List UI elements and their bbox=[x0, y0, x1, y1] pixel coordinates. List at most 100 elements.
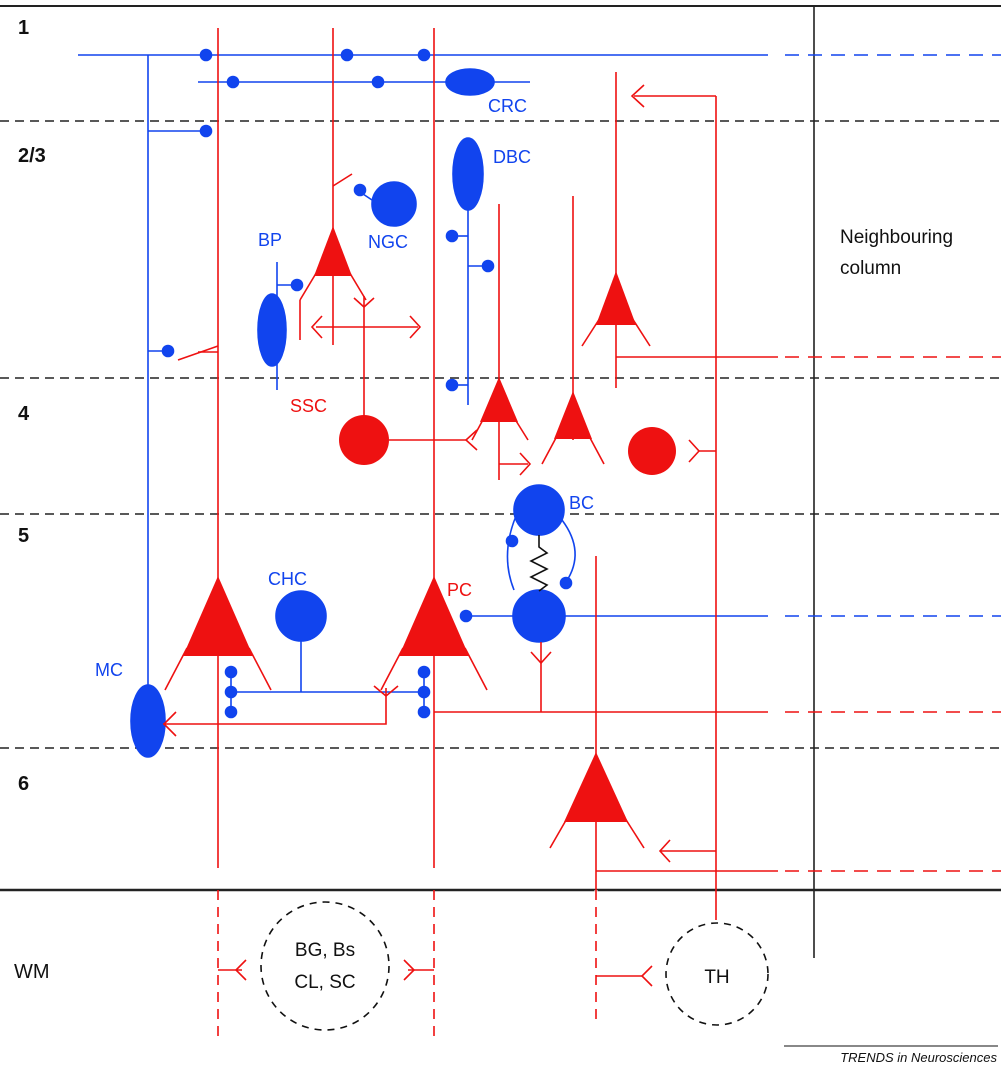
layer-label-wm: WM bbox=[14, 961, 50, 983]
pc-l23-tuft bbox=[332, 173, 353, 187]
bouton bbox=[481, 259, 495, 273]
spine bbox=[640, 965, 653, 987]
ngc-cell-body bbox=[371, 181, 417, 227]
bouton bbox=[161, 344, 175, 358]
layer-label-5: 5 bbox=[18, 525, 29, 547]
bouton bbox=[445, 378, 459, 392]
bouton bbox=[505, 534, 519, 548]
layer-label-4: 4 bbox=[18, 403, 30, 425]
ssc-cell-body bbox=[339, 415, 389, 465]
crc-cell-body bbox=[445, 68, 495, 96]
spine bbox=[630, 84, 645, 108]
bp-cell-body bbox=[257, 293, 287, 367]
l23-right-pc-soma bbox=[596, 271, 636, 325]
excitatory-network bbox=[162, 28, 1001, 1040]
bouton bbox=[224, 705, 238, 719]
l4-pc2-basal bbox=[588, 435, 605, 465]
bouton bbox=[224, 685, 238, 699]
pc-left-basal bbox=[248, 647, 272, 691]
bouton bbox=[417, 705, 431, 719]
bc-cell-body-upper bbox=[513, 484, 565, 536]
ngc-label: NGC bbox=[368, 232, 408, 252]
bouton bbox=[559, 576, 573, 590]
neighbouring-label-line2: column bbox=[840, 258, 901, 279]
l4-pc1-basal bbox=[471, 415, 486, 441]
gap-junction-spring bbox=[529, 535, 549, 592]
bouton bbox=[340, 48, 354, 62]
mc-cell-body bbox=[130, 684, 166, 758]
pc-right-basal bbox=[380, 647, 404, 691]
pc-l23-soma bbox=[314, 226, 352, 276]
dbc-label: DBC bbox=[493, 147, 531, 167]
bouton bbox=[226, 75, 240, 89]
bouton bbox=[417, 665, 431, 679]
chc-label: CHC bbox=[268, 569, 307, 589]
chc-cell-body bbox=[275, 590, 327, 642]
spine bbox=[409, 315, 422, 339]
l4-pc2-basal bbox=[541, 435, 558, 465]
spine bbox=[310, 315, 323, 339]
ssc-label: SSC bbox=[290, 396, 327, 416]
bouton bbox=[445, 229, 459, 243]
l6-pc-basal bbox=[549, 814, 570, 849]
inhibitory-network bbox=[78, 48, 1001, 758]
spine bbox=[234, 959, 247, 981]
bouton bbox=[199, 48, 213, 62]
pc-right-soma bbox=[399, 576, 469, 656]
l6-pc-soma bbox=[564, 752, 628, 822]
spine bbox=[464, 429, 478, 451]
spine bbox=[658, 839, 671, 863]
spine bbox=[162, 711, 177, 737]
pc-label: PC bbox=[447, 580, 472, 600]
l6-pc-basal bbox=[622, 814, 645, 849]
layer-label-2-3: 2/3 bbox=[18, 145, 46, 167]
bouton bbox=[371, 75, 385, 89]
th-circle bbox=[665, 922, 769, 1026]
spine bbox=[373, 685, 399, 698]
bouton bbox=[417, 48, 431, 62]
pc-right-basal bbox=[464, 647, 488, 691]
l23-right-pc-basal bbox=[631, 317, 651, 347]
pc-left-soma bbox=[183, 576, 253, 656]
spine bbox=[353, 297, 375, 309]
layer-label-1: 1 bbox=[18, 17, 29, 39]
pc-l23-basal bbox=[299, 269, 319, 301]
layer-label-6: 6 bbox=[18, 773, 29, 795]
bc-label: BC bbox=[569, 493, 594, 513]
spine bbox=[530, 651, 552, 665]
bouton bbox=[353, 183, 367, 197]
mc-label: MC bbox=[95, 660, 123, 680]
l4-red-cell-body bbox=[628, 427, 676, 475]
bouton bbox=[417, 685, 431, 699]
neighbouring-label-line1: Neighbouring bbox=[840, 227, 953, 248]
target-nuclei bbox=[260, 901, 769, 1031]
th-label: TH bbox=[704, 967, 729, 988]
l4-pc1-basal bbox=[512, 415, 529, 441]
bp-label: BP bbox=[258, 230, 282, 250]
spine bbox=[519, 452, 532, 476]
bg-bs-label: BG, Bs bbox=[295, 940, 355, 961]
bouton bbox=[224, 665, 238, 679]
layer-boundaries bbox=[0, 5, 1001, 958]
l4-pc1-soma bbox=[480, 377, 518, 422]
bc-axon-left-loop bbox=[506, 515, 517, 591]
pc-l23-basal bbox=[347, 269, 367, 301]
mc-spine-path bbox=[163, 688, 387, 725]
bouton bbox=[459, 609, 473, 623]
crc-label: CRC bbox=[488, 96, 527, 116]
bouton bbox=[199, 124, 213, 138]
bc-axon-right-loop bbox=[561, 519, 576, 583]
dbc-cell-body bbox=[452, 137, 484, 211]
l4-pc2-soma bbox=[554, 391, 592, 439]
l23-right-pc-basal bbox=[581, 317, 601, 347]
spine bbox=[403, 959, 416, 981]
pc-left-basal bbox=[164, 647, 188, 691]
bg-bs-cl-sc-circle bbox=[260, 901, 390, 1031]
cl-sc-label: CL, SC bbox=[294, 972, 355, 993]
spine bbox=[688, 439, 701, 463]
credit-text: TRENDS in Neurosciences bbox=[840, 1050, 997, 1065]
pc-left-contact bbox=[177, 345, 219, 361]
bouton bbox=[290, 278, 304, 292]
